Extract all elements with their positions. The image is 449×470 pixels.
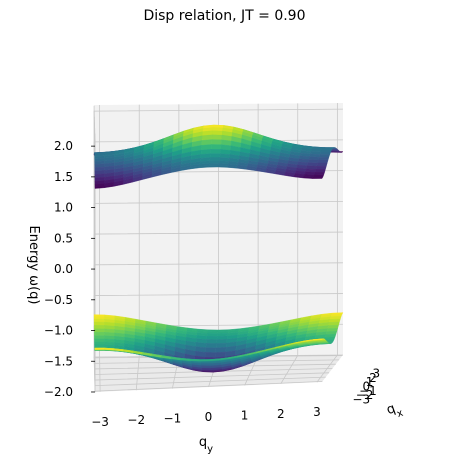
x-tick-label: 3: [372, 367, 380, 381]
surface-patch: [94, 348, 105, 350]
surface-patch: [214, 351, 226, 358]
y-tick-label: 2: [277, 407, 285, 421]
surface-patch: [320, 149, 332, 153]
surface-patch: [319, 151, 332, 155]
lower-band-surface: [93, 312, 344, 373]
axis-ticks: −2.0−1.5−1.0−0.50.00.51.01.52.0−3 −2 −1 0 1 2…: [44, 139, 380, 429]
surface-patch: [208, 163, 220, 166]
y-tick-label: 1: [241, 408, 249, 422]
surface-patch: [93, 316, 105, 320]
surface-patch: [314, 169, 326, 173]
z-tick-label: −1.0: [44, 324, 73, 338]
x-tick-label: 1: [366, 375, 374, 389]
surface-patch: [316, 162, 328, 167]
surface-patch: [205, 347, 217, 353]
y-tick-label: 0: [205, 410, 213, 424]
surface-patch: [315, 165, 327, 170]
surface-patch: [216, 338, 228, 344]
chart-title: Disp relation, JT = 0.90: [143, 8, 306, 24]
y-tick-label: 3: [313, 405, 321, 419]
surface-patch: [94, 344, 105, 347]
surface-patch: [207, 331, 219, 334]
surface-patch: [211, 134, 223, 140]
x-tick-label: −3: [352, 392, 370, 406]
y-tick-label: −3: [91, 415, 109, 429]
surface-patch: [198, 359, 210, 362]
x-tick-label: −2: [356, 388, 374, 402]
x-axis-label: qx: [385, 399, 405, 422]
surface-patch: [204, 352, 216, 358]
surface-patch: [210, 149, 221, 154]
surface-patch: [208, 165, 219, 168]
z-tick-label: 0.0: [54, 262, 73, 276]
x-tick-label: −1: [359, 384, 377, 398]
upper-band-surface: [93, 124, 344, 189]
z-tick-label: 0.5: [54, 231, 73, 245]
surface-patch: [312, 338, 324, 341]
surface-patch: [211, 139, 222, 145]
surface-patch: [321, 148, 333, 151]
surface-patch: [312, 176, 324, 179]
surface-patch: [205, 343, 217, 349]
surface-patch: [215, 347, 227, 353]
surface-patch: [93, 325, 105, 330]
surface-patch: [215, 342, 227, 349]
surface-patch: [93, 318, 105, 323]
surface-patch: [94, 335, 105, 340]
z-tick-label: 2.0: [54, 139, 73, 153]
surface-patch: [313, 172, 325, 176]
surface-patch: [318, 156, 330, 161]
y-tick-label: −1: [164, 412, 182, 426]
surface-patch: [94, 328, 105, 333]
x-tick-label: 2: [369, 371, 377, 385]
surface-patch: [206, 339, 218, 344]
surface-patch: [201, 365, 213, 369]
surface-patch: [201, 363, 212, 366]
surface-patch: [189, 359, 200, 362]
y-axis-label: qy: [199, 435, 213, 455]
z-tick-label: 1.0: [54, 201, 73, 215]
z-tick-label: 1.5: [54, 170, 73, 184]
z-tick-label: −0.5: [44, 293, 73, 307]
surface-patch: [94, 332, 105, 336]
z-axis-label: Energy ω(q): [26, 226, 41, 305]
surface-patch: [94, 341, 105, 345]
surface-patch: [210, 144, 222, 150]
z-tick-label: −1.5: [44, 354, 73, 368]
surface-patch: [209, 157, 220, 161]
surface-patch: [217, 165, 229, 168]
x-tick-label: 0: [362, 380, 370, 394]
surface-patch: [93, 321, 105, 326]
y-tick-label: −2: [127, 413, 145, 427]
surface-patch: [209, 153, 221, 158]
surface-patch: [212, 127, 224, 132]
surface-patch: [317, 159, 329, 164]
surface-patch: [206, 333, 218, 337]
surface-patch: [209, 160, 220, 164]
surface-patch: [206, 335, 218, 340]
surface-patch: [200, 361, 212, 364]
surface-patch: [94, 338, 105, 343]
surface-patch: [313, 174, 325, 178]
z-tick-label: −2.0: [44, 385, 73, 399]
surface-patch: [318, 154, 331, 158]
surface-patch: [212, 130, 223, 136]
